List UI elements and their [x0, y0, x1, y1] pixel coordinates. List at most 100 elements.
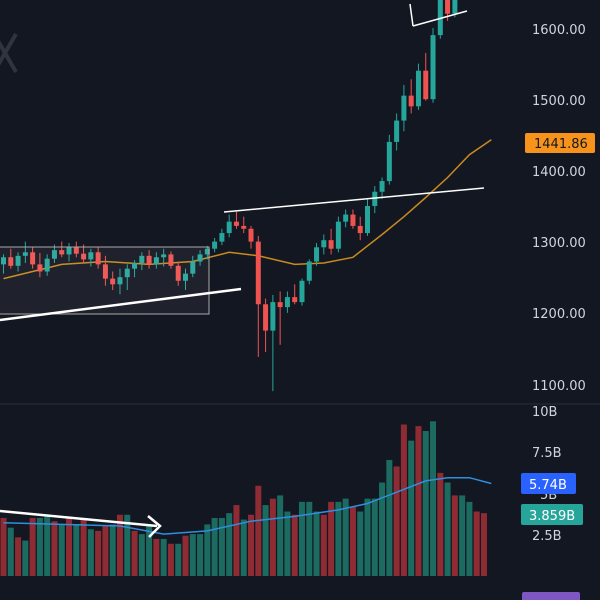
volume-trend-arrow-head-icon[interactable]: [147, 515, 162, 538]
price-axis[interactable]: 1600.00 1500.00 1400.00 1300.00 1200.00 …: [525, 23, 595, 394]
candle-body: [306, 261, 312, 281]
candle-body: [437, 0, 443, 36]
candle-body: [357, 225, 363, 234]
channel-edge-drawing[interactable]: [409, 3, 414, 27]
candlestick: [146, 250, 152, 269]
volume-bar: [459, 495, 466, 576]
volume-bar: [430, 421, 437, 576]
candle-body: [183, 273, 188, 281]
candle-body: [190, 261, 196, 274]
volume-bar: [218, 517, 225, 576]
channel-upper-line-drawing[interactable]: [412, 10, 468, 27]
current-price-value: 1441.86: [534, 137, 588, 152]
volume-trend-arrow-line[interactable]: [0, 509, 158, 528]
candlestick: [445, 0, 451, 21]
volume-bar: [22, 540, 29, 576]
volume-bar: [255, 485, 262, 576]
range-rectangle-drawing[interactable]: [0, 246, 210, 315]
candle-body: [95, 252, 101, 265]
candle-body: [66, 247, 72, 255]
volume-bar: [240, 519, 247, 576]
x-logo-watermark-icon: [0, 32, 18, 74]
candle-body: [350, 214, 356, 226]
candle-body: [415, 70, 421, 107]
candlestick: [15, 252, 21, 272]
volume-bar: [306, 501, 313, 576]
candle-body: [22, 252, 28, 256]
volume-axis[interactable]: 10B 7.5B 5B 2.5B 5.74B 3.859B: [521, 405, 583, 600]
volume-bar: [320, 514, 327, 576]
volume-ma-value: 5.74B: [529, 478, 567, 493]
volume-bar: [342, 498, 349, 576]
candlestick: [197, 250, 203, 266]
volume-pane[interactable]: [0, 421, 492, 576]
support-trendline-drawing[interactable]: [0, 287, 242, 322]
price-tick-label: 1200.00: [532, 307, 586, 322]
candlestick: [408, 79, 414, 114]
candlestick: [306, 259, 312, 285]
volume-bar: [44, 514, 51, 576]
candle-body: [386, 141, 392, 182]
candlestick: [335, 216, 341, 253]
volume-bar: [277, 495, 284, 576]
candle-body: [175, 265, 181, 281]
price-tick-label: 1300.00: [532, 236, 586, 251]
volume-bar: [328, 501, 335, 576]
candlestick: [437, 0, 443, 39]
candlestick: [219, 228, 225, 246]
volume-bar: [211, 517, 218, 576]
volume-bar: [160, 538, 167, 576]
volume-bar: [284, 511, 291, 576]
resistance-trendline-drawing[interactable]: [223, 187, 485, 213]
volume-bar: [379, 482, 386, 576]
candle-body: [110, 278, 116, 285]
candlestick: [88, 248, 94, 267]
volume-bar: [102, 526, 109, 576]
volume-bar: [291, 514, 298, 576]
volume-bar: [153, 538, 160, 576]
candlestick: [277, 291, 283, 345]
candle-body: [299, 280, 305, 303]
volume-bar: [466, 501, 473, 576]
volume-bar: [298, 501, 305, 576]
volume-bar: [480, 513, 487, 576]
candle-body: [335, 221, 341, 249]
candlestick: [66, 243, 72, 262]
candlestick: [81, 244, 87, 263]
candle-body: [292, 297, 298, 303]
candle-body: [124, 268, 130, 278]
volume-bar: [415, 426, 422, 576]
volume-bar: [226, 513, 233, 576]
price-tick-label: 1600.00: [532, 23, 586, 38]
candle-body: [314, 247, 320, 262]
volume-bar: [58, 524, 65, 576]
volume-bar: [400, 424, 407, 576]
candlestick: [255, 235, 261, 357]
candlestick: [226, 214, 232, 238]
candlestick: [452, 0, 458, 18]
volume-bar: [0, 517, 7, 576]
candle-body: [1, 257, 6, 265]
volume-bar: [7, 527, 14, 576]
volume-bar: [51, 521, 58, 576]
last-volume-tag: 3.859B: [521, 504, 583, 525]
candle-body: [219, 233, 225, 242]
candlestick: [95, 247, 101, 269]
current-price-tag-bg: [525, 133, 595, 153]
candlestick: [379, 177, 385, 199]
volume-bar: [189, 534, 196, 576]
candlestick: [386, 134, 392, 185]
volume-bar: [109, 524, 116, 576]
candle-body: [15, 255, 21, 266]
volume-bar: [335, 501, 342, 576]
price-pane[interactable]: [1, 0, 492, 392]
volume-bar: [167, 543, 174, 576]
drawing-layer[interactable]: [0, 3, 485, 538]
candle-body: [37, 264, 43, 272]
candle-body: [102, 264, 108, 279]
candlestick: [183, 268, 188, 291]
candle-body: [51, 250, 57, 259]
candlestick: [270, 295, 276, 392]
volume-tick-label: 2.5B: [532, 529, 562, 544]
